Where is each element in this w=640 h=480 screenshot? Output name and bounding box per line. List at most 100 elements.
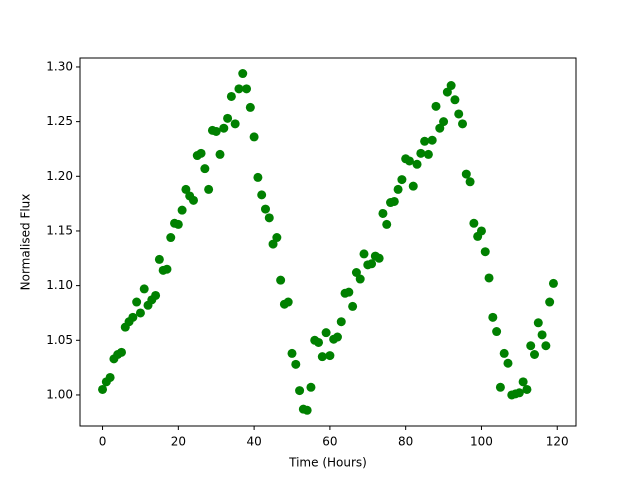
point	[427, 135, 437, 145]
point	[173, 219, 183, 229]
y-tick-label: 1.20	[46, 169, 73, 183]
point	[132, 297, 142, 307]
point	[351, 268, 361, 278]
point	[514, 388, 524, 398]
x-tick-label: 120	[546, 435, 569, 449]
point	[116, 347, 126, 357]
point	[389, 196, 399, 206]
point	[135, 308, 145, 318]
y-axis-label: Normalised Flux	[19, 194, 33, 291]
x-tick-label: 60	[322, 435, 337, 449]
y-tick-label: 1.15	[46, 223, 73, 237]
point	[522, 384, 532, 394]
point	[325, 351, 335, 361]
point	[245, 102, 255, 112]
point	[204, 184, 214, 194]
point	[378, 208, 388, 218]
point	[211, 126, 221, 136]
point	[230, 119, 240, 129]
point	[359, 249, 369, 259]
point	[442, 87, 452, 97]
point	[446, 81, 456, 91]
point	[408, 181, 418, 191]
point	[450, 95, 460, 105]
point	[226, 91, 236, 101]
point	[367, 259, 377, 269]
point	[105, 372, 115, 382]
x-tick-label: 0	[99, 435, 107, 449]
point	[499, 348, 509, 358]
y-tick-label: 1.05	[46, 333, 73, 347]
y-tick-label: 1.25	[46, 114, 73, 128]
point	[537, 330, 547, 340]
point	[469, 218, 479, 228]
x-tick-label: 80	[398, 435, 413, 449]
point	[530, 349, 540, 359]
y-tick-label: 1.30	[46, 59, 73, 73]
point	[234, 84, 244, 94]
point	[533, 318, 543, 328]
point	[461, 169, 471, 179]
point	[484, 273, 494, 283]
point	[492, 327, 502, 337]
point	[257, 190, 267, 200]
x-tick-label: 100	[470, 435, 493, 449]
point	[219, 123, 229, 133]
point	[518, 377, 528, 387]
point	[249, 132, 259, 142]
point	[439, 117, 449, 127]
x-axis-label: Time (Hours)	[288, 456, 367, 470]
y-tick-label: 1.00	[46, 387, 73, 401]
point	[344, 287, 354, 297]
point	[162, 264, 172, 274]
point	[317, 352, 327, 362]
point	[238, 69, 248, 79]
point	[139, 284, 149, 294]
point	[268, 239, 278, 249]
point	[431, 101, 441, 111]
point	[260, 204, 270, 214]
point	[393, 184, 403, 194]
point	[302, 405, 312, 415]
point	[454, 109, 464, 119]
point	[177, 205, 187, 215]
point	[154, 254, 164, 264]
point	[488, 312, 498, 322]
point	[416, 148, 426, 158]
point	[98, 384, 108, 394]
point	[242, 84, 252, 94]
point	[458, 119, 468, 129]
point	[404, 156, 414, 166]
point	[332, 332, 342, 342]
point	[355, 274, 365, 284]
point	[196, 148, 206, 158]
point	[151, 290, 161, 300]
point	[295, 386, 305, 396]
x-tick-label: 40	[246, 435, 261, 449]
point	[480, 247, 490, 257]
point	[223, 113, 233, 123]
point	[348, 301, 358, 311]
point	[287, 348, 297, 358]
point	[276, 275, 286, 285]
point	[306, 382, 316, 392]
point	[166, 233, 176, 243]
point	[476, 226, 486, 236]
point	[397, 175, 407, 185]
point	[321, 328, 331, 338]
point	[420, 136, 430, 146]
point	[336, 317, 346, 327]
point	[283, 297, 293, 307]
point	[465, 177, 475, 187]
point	[272, 233, 282, 243]
x-tick-label: 20	[171, 435, 186, 449]
point	[188, 195, 198, 205]
point	[314, 337, 324, 347]
y-tick-label: 1.10	[46, 278, 73, 292]
point	[291, 359, 301, 369]
point	[541, 341, 551, 351]
plot-frame	[79, 57, 577, 427]
point	[548, 278, 558, 288]
point	[382, 219, 392, 229]
